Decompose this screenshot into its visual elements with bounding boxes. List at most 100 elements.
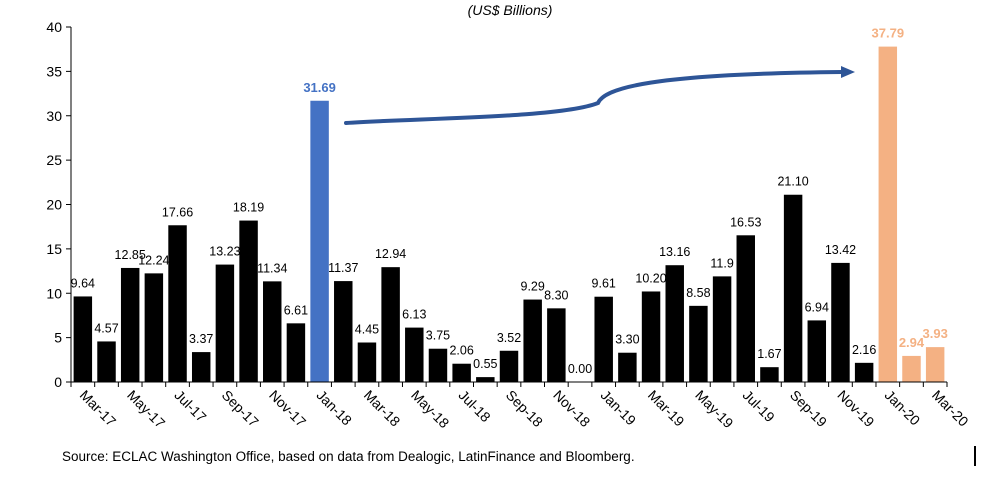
x-tick-label: Sep-17: [219, 387, 262, 430]
bar: [712, 276, 732, 382]
bar: [594, 296, 613, 382]
y-axis: 0 5 10 15 20 25 30 35 40: [46, 19, 72, 390]
data-label: 17.66: [162, 205, 193, 219]
bar: [736, 235, 755, 382]
x-tick-label: Mar-19: [645, 387, 688, 430]
text-cursor: [974, 446, 976, 466]
data-label: 8.58: [686, 286, 710, 300]
y-tick-label: 5: [54, 330, 62, 346]
bar: [334, 281, 353, 382]
y-tick-label: 0: [54, 374, 62, 390]
data-label: 9.64: [71, 276, 95, 290]
data-label: 3.37: [189, 332, 213, 346]
y-tick-label: 20: [46, 197, 62, 213]
bar: [191, 352, 211, 382]
data-label: 3.93: [923, 326, 948, 341]
data-label: 3.30: [615, 333, 639, 347]
data-label: 31.69: [303, 80, 336, 95]
x-tick-label: Sep-18: [503, 387, 546, 430]
x-tick-label: Jan-19: [598, 387, 640, 429]
bar: [168, 225, 187, 382]
bar: [73, 296, 93, 382]
bar: [523, 299, 542, 382]
bar: [854, 362, 874, 382]
bar: [831, 262, 850, 382]
y-tick-label: 10: [46, 285, 62, 301]
x-tick-label: May-17: [124, 387, 168, 431]
x-tick-label: Jan-20: [882, 387, 924, 429]
y-tick-label: 25: [46, 152, 62, 168]
bar: [641, 291, 661, 382]
data-label: 12.94: [375, 247, 406, 261]
y-tick-label: 30: [46, 108, 62, 124]
x-tick-label: Nov-18: [550, 387, 593, 430]
bar: [215, 264, 235, 382]
data-label: 10.20: [635, 271, 666, 285]
bar: [476, 377, 495, 382]
data-label: 11.37: [328, 261, 358, 275]
data-label: 12.24: [138, 253, 169, 267]
bar: [665, 265, 684, 382]
bar: [760, 367, 779, 382]
bar: [144, 273, 164, 382]
bar: [286, 323, 306, 382]
y-tick-label: 35: [46, 63, 62, 79]
bar: [807, 320, 827, 382]
data-label: 11.9: [710, 256, 733, 270]
x-tick-label: Jul-17: [171, 387, 209, 425]
bar: [452, 363, 471, 382]
data-label: 18.19: [233, 201, 264, 215]
data-label: 3.52: [497, 331, 521, 345]
x-axis: Mar-17 May-17 Jul-17 Sep-17 Nov-17 Jan-18 Mar-…: [70, 381, 972, 431]
x-tick-label: Nov-19: [834, 387, 877, 430]
data-label: 2.06: [449, 344, 473, 358]
bar: [547, 308, 566, 382]
chart-subtitle: (US$ Billions): [467, 2, 553, 18]
bar: [310, 100, 329, 382]
source-note: Source: ECLAC Washington Office, based o…: [62, 449, 635, 464]
y-tick-label: 15: [46, 241, 62, 257]
bar: [405, 327, 424, 382]
data-label: 13.16: [659, 245, 690, 259]
data-label: 2.94: [899, 335, 925, 350]
data-label: 12.85: [115, 248, 146, 262]
bar: [381, 267, 400, 382]
bar: [618, 352, 637, 382]
data-label: 37.79: [872, 26, 905, 41]
data-label: 13.42: [825, 243, 856, 257]
bar: [428, 348, 448, 382]
bar: [783, 194, 803, 382]
data-label: 6.13: [402, 308, 426, 322]
data-label: 1.67: [757, 347, 781, 361]
bars: [73, 46, 945, 383]
x-tick-label: May-18: [408, 387, 452, 431]
data-label: 11.34: [257, 261, 287, 275]
data-label: 6.61: [284, 303, 308, 317]
data-label: 4.45: [355, 323, 379, 337]
trend-arrow: [344, 70, 844, 125]
x-tick-label: May-19: [692, 387, 736, 431]
y-tick-label: 40: [46, 19, 62, 35]
bar: [925, 347, 945, 382]
x-tick-label: Nov-17: [266, 387, 309, 430]
data-label: 6.94: [805, 300, 829, 314]
bar: [120, 267, 140, 382]
x-tick-label: Mar-17: [77, 387, 120, 430]
data-label: 21.10: [777, 175, 808, 189]
trend-arrowhead: [841, 66, 855, 78]
x-tick-label: Mar-18: [361, 387, 404, 430]
data-label: 0.55: [473, 357, 497, 371]
data-label: 2.16: [852, 343, 876, 357]
bar: [902, 355, 921, 382]
data-label: 16.53: [730, 215, 761, 229]
data-label: 4.57: [94, 321, 118, 335]
data-label: 8.30: [544, 288, 568, 302]
data-label: 9.29: [521, 280, 545, 294]
data-label: 3.75: [426, 329, 450, 343]
bar: [97, 341, 116, 382]
x-tick-label: Sep-19: [787, 387, 830, 430]
x-tick-label: Jul-18: [456, 387, 494, 425]
data-label: 0.00: [568, 362, 592, 376]
